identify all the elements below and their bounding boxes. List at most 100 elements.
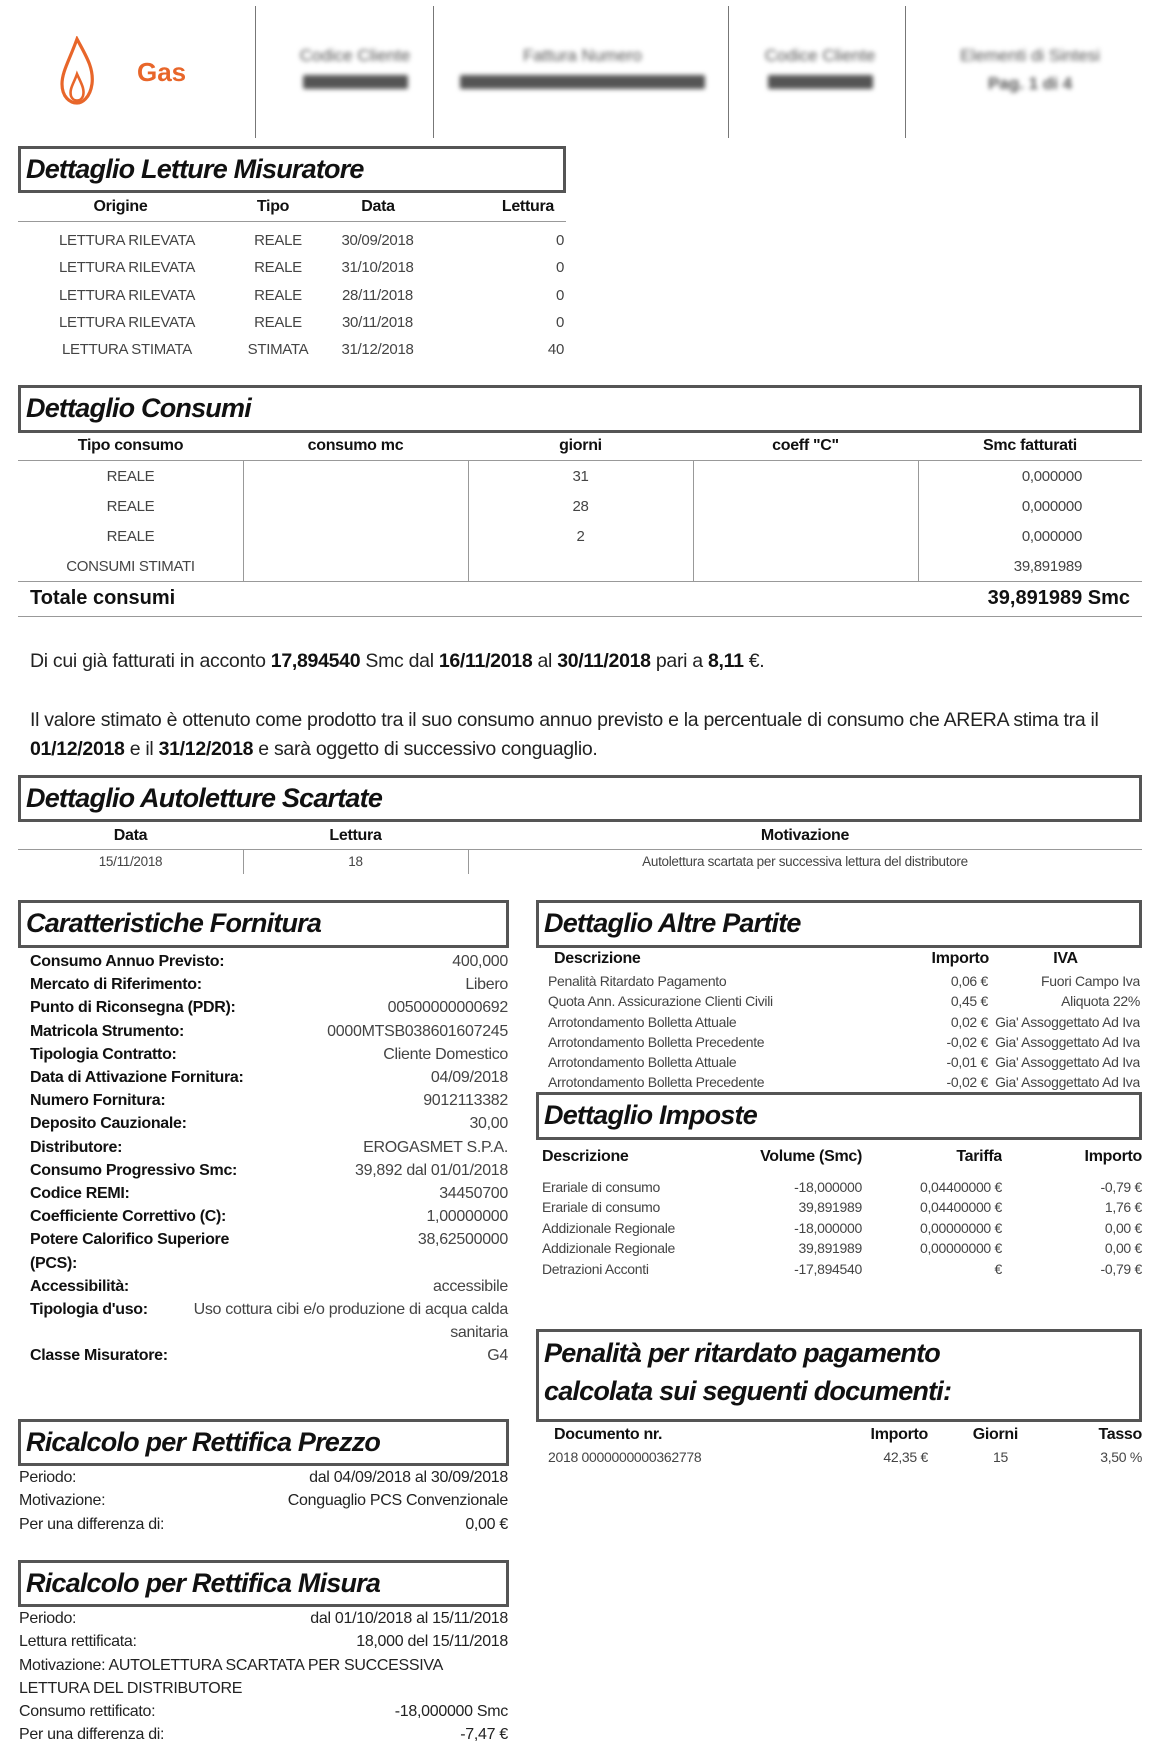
header-cell-label: Fattura Numero (522, 46, 643, 65)
section-title: Dettaglio Imposte (544, 1100, 758, 1130)
table-cell: 0,000000 (1021, 468, 1082, 485)
table-row: Coefficiente Correttivo (C): 1,00000000 (30, 1205, 508, 1228)
column-header: coeff "C" (772, 437, 839, 454)
column-header: Data (113, 827, 148, 844)
table-cell: 30,00 (469, 1115, 508, 1133)
altre-partite-table-body: Penalità Ritardato Pagamento 0,06 € Fuori … (548, 971, 1140, 1093)
table-cell: 28/11/2018 (342, 286, 413, 304)
table-cell: Classe Misuratore: (30, 1347, 168, 1365)
table-cell: 1,76 € (1104, 1199, 1142, 1216)
table-cell (693, 492, 918, 522)
text: 8,11 (707, 650, 744, 672)
table-cell: REALE (254, 286, 302, 304)
consumi-table-body: REALE 31 0,000000 REALE 28 0,000000 REALE 2 0,00… (18, 462, 1142, 582)
table-row: Consumo Annuo Previsto: 400,000 (30, 950, 508, 973)
table-cell: 0 (555, 313, 564, 331)
list-item: Lettura rettificata: 18,000 del 15/11/201… (19, 1630, 508, 1653)
table-cell: 31/12/2018 (341, 341, 414, 359)
value: -7,47 € (460, 1726, 508, 1744)
divider (433, 6, 434, 138)
table-row: Classe Misuratore: G4 (30, 1344, 508, 1367)
column-header: Documento nr. (554, 1426, 663, 1443)
table-cell: LETTURA RILEVATA (58, 232, 196, 249)
table-cell (243, 492, 468, 522)
letture-table-header: Origine Tipo Data Lettura (18, 198, 566, 216)
table-row: Tipologia d'uso: Uso cottura cibi e/o pro… (30, 1298, 508, 1344)
column-header: Smc fatturati (983, 437, 1077, 454)
table-row: Periodo: dal 04/09/2018 al 30/09/2018 (19, 1466, 508, 1489)
value: -18,000000 Smc (394, 1703, 509, 1721)
table-cell: 42,35 € (883, 1449, 928, 1465)
total-value: 39,891989 Smc (987, 587, 1130, 609)
divider (905, 6, 906, 138)
autoletture-table-header: Data Lettura Motivazione (18, 827, 1142, 845)
letture-table-body: LETTURA RILEVATA REALE 30/09/2018 0 LETTURA … (18, 227, 566, 363)
text: e il (124, 738, 159, 760)
table-cell: Autolettura scartata per successiva lett… (642, 854, 968, 869)
table-cell: 0 (555, 259, 564, 277)
table-cell: Accessibilità: (30, 1277, 129, 1295)
table-cell: 0,45 € (950, 993, 988, 1010)
table-cell: Numero Fornitura: (30, 1092, 166, 1110)
table-cell: 0,00000000 € (919, 1240, 1002, 1257)
text: 16/11/2018 (438, 650, 533, 672)
list-item: Per una differenza di: -7,47 € (19, 1723, 508, 1746)
table-cell: 0,00 € (1104, 1219, 1142, 1236)
table-cell: REALE (254, 232, 302, 249)
table-row: Motivazione: Conguaglio PCS Convenzionale (19, 1489, 508, 1512)
column-header: Volume (Smc) (760, 1148, 862, 1165)
table-row: Numero Fornitura: 9012113382 (30, 1089, 508, 1112)
table-cell: Motivazione: (19, 1492, 106, 1510)
section-fornitura-header: Caratteristiche Fornitura (18, 900, 509, 948)
table-cell: Uso cottura cibi e/o produzione di acqua… (193, 1301, 509, 1342)
table-cell (693, 522, 918, 552)
table-cell: 3,50 % (1100, 1449, 1142, 1465)
table-cell: Cliente Domestico (383, 1045, 508, 1063)
table-cell (468, 552, 693, 582)
section-title: Caratteristiche Fornitura (26, 908, 322, 938)
table-cell: Addizionale Regionale (542, 1219, 676, 1236)
section-title: Penalità per ritardato pagamento (544, 1338, 941, 1368)
table-cell: 39,891989 (798, 1199, 862, 1216)
header-cell-label: Codice Cliente (764, 46, 876, 65)
rettifica-misura-list: Periodo: dal 01/10/2018 al 15/11/2018 Let… (19, 1607, 508, 1747)
table-cell: Arrotondamento Bolletta Attuale (548, 1054, 737, 1071)
column-header: Tariffa (956, 1148, 1002, 1165)
table-cell: 2018 0000000000362778 (548, 1449, 702, 1465)
logo-label: Gas (137, 57, 187, 87)
table-cell: -18,000000 (794, 1179, 862, 1195)
table-cell: 31/10/2018 (341, 259, 414, 277)
text: pari a (650, 650, 708, 672)
table-cell: LETTURA RILEVATA (58, 313, 196, 331)
table-cell: Libero (465, 976, 508, 994)
section-title: Dettaglio Consumi (26, 393, 252, 423)
table-cell: -0,01 € (946, 1054, 989, 1071)
table-cell: 15 (993, 1449, 1008, 1465)
column-header: Descrizione (542, 1148, 629, 1165)
text: Il valore stimato è ottenuto come prodot… (30, 709, 1099, 731)
section-autoletture-header: Dettaglio Autoletture Scartate (18, 775, 1142, 822)
table-cell: Gia' Assoggettato Ad Iva (995, 1054, 1140, 1071)
section-rettifica-prezzo-header: Ricalcolo per Rettifica Prezzo (18, 1419, 509, 1466)
table-cell: 0,00000000 € (919, 1219, 1002, 1236)
table-cell: -0,79 € (1100, 1179, 1143, 1195)
table-cell: 30/11/2018 (342, 313, 413, 331)
table-cell: 0 (555, 232, 564, 249)
table-cell: Mercato di Riferimento: (30, 976, 202, 994)
table-cell: Punto di Riconsegna (PDR): (30, 999, 236, 1017)
table-cell: 30/09/2018 (341, 232, 414, 249)
label: Per una differenza di: (19, 1726, 165, 1744)
column-header: Motivazione (760, 827, 850, 844)
table-cell: 0 (555, 286, 564, 304)
divider (255, 6, 256, 138)
header-cell: Fattura Numero (450, 42, 715, 98)
table-cell (243, 522, 468, 552)
table-row: Punto di Riconsegna (PDR): 00500000000692 (30, 996, 508, 1019)
table-cell: -0,79 € (1100, 1260, 1143, 1277)
table-cell: STIMATA (247, 341, 309, 359)
table-cell: -18,000000 (794, 1219, 862, 1236)
table-cell: Fuori Campo Iva (1041, 973, 1140, 989)
table-row: Codice REMI: 34450700 (30, 1182, 508, 1205)
table-cell: Conguaglio PCS Convenzionale (287, 1492, 509, 1510)
section-title: Ricalcolo per Rettifica Misura (26, 1568, 381, 1598)
